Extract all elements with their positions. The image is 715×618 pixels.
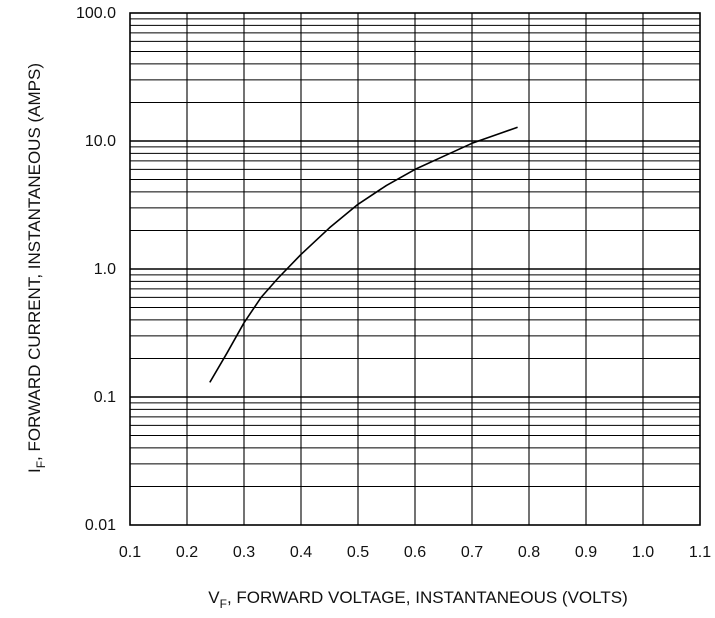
x-tick-label: 1.0: [632, 544, 654, 561]
y-tick-label: 100.0: [76, 5, 116, 22]
x-tick-label: 0.5: [347, 544, 369, 561]
y-tick-label: 0.01: [85, 517, 116, 534]
x-tick-label: 0.8: [518, 544, 540, 561]
grid-lines: [130, 13, 700, 525]
series-group: [209, 126, 518, 383]
x-tick-label: 1.1: [689, 544, 711, 561]
x-tick-label: 0.6: [404, 544, 426, 561]
x-tick-label: 0.1: [119, 544, 141, 561]
x-tick-label: 0.3: [233, 544, 255, 561]
x-tick-label: 0.7: [461, 544, 483, 561]
y-tick-labels: 0.01 0.1 1.0 10.0 100.0: [76, 5, 116, 534]
x-tick-label: 0.4: [290, 544, 312, 561]
x-tick-label: 0.2: [176, 544, 198, 561]
y-tick-label: 1.0: [94, 261, 116, 278]
x-tick-label: 0.9: [575, 544, 597, 561]
y-tick-label: 10.0: [85, 133, 116, 150]
y-axis-label: IF, FORWARD CURRENT, INSTANTANEOUS (AMPS…: [25, 63, 48, 473]
forward-current-curve: [209, 126, 518, 383]
y-tick-label: 0.1: [94, 389, 116, 406]
x-axis-label: VF, FORWARD VOLTAGE, INSTANTANEOUS (VOLT…: [208, 588, 627, 611]
x-tick-labels: 0.1 0.2 0.3 0.4 0.5 0.6 0.7 0.8 0.9 1.0 1.1: [119, 544, 711, 561]
